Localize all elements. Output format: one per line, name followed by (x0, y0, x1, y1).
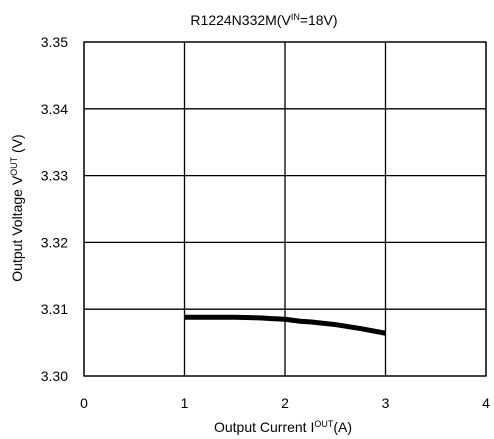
plot-frame (83, 41, 487, 377)
y-tick-label: 3.30 (41, 368, 68, 384)
x-tick-label: 4 (482, 395, 490, 411)
y-tick-label: 3.32 (41, 234, 68, 250)
x-tick-labels: 0 1 2 3 4 (80, 395, 490, 411)
grid-lines (83, 41, 487, 377)
y-tick-label: 3.33 (41, 168, 68, 184)
y-tick-label: 3.31 (41, 301, 68, 317)
x-tick-label: 1 (181, 395, 189, 411)
y-tick-label: 3.35 (41, 34, 68, 50)
chart-title: R1224N332M(VIN=18V) (190, 12, 337, 28)
series-layer (184, 314, 386, 336)
series-line (184, 314, 386, 336)
x-tick-label: 3 (382, 395, 390, 411)
x-tick-label: 0 (80, 395, 88, 411)
y-axis-label: Output Voltage VOUT (V) (9, 134, 25, 281)
x-tick-label: 2 (281, 395, 289, 411)
x-axis-label: Output Current IOUT(A) (214, 419, 352, 435)
y-tick-label: 3.34 (41, 101, 68, 117)
y-tick-labels: 3.30 3.31 3.32 3.33 3.34 3.35 (41, 34, 68, 384)
